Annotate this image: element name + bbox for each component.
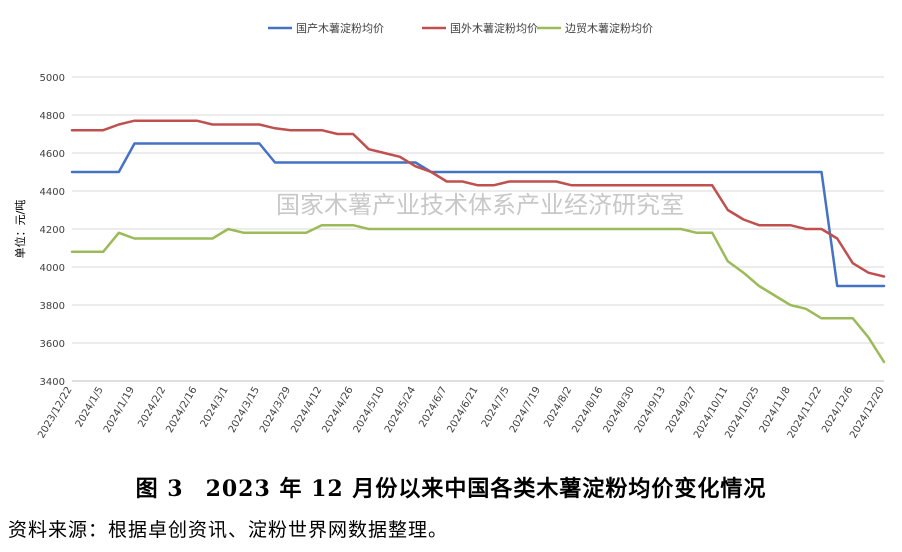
x-tick-label: 2024/12/6 (820, 385, 855, 435)
watermark: 国家木薯产业技术体系产业经济研究室 (276, 191, 684, 219)
x-tick-label: 2024/5/24 (383, 385, 418, 435)
x-tick-label: 2024/8/30 (602, 385, 637, 435)
y-axis-label: 单位：元/吨 (13, 200, 27, 259)
x-tick-label: 2024/8/16 (570, 385, 605, 435)
series-line-2 (70, 119, 886, 278)
chart: 3400 3600 3800 4000 4200 4400 4600 4800 5000 2023… (13, 21, 887, 440)
legend-label-2: 国外木薯淀粉均价 (450, 21, 538, 35)
y-tick-label: 4600 (40, 149, 65, 160)
figure-number: 图 3 (135, 476, 184, 502)
x-tick-label: 2024/3/15 (227, 385, 262, 435)
y-tick-label: 5000 (40, 73, 65, 84)
x-tick-label: 2024/3/29 (258, 385, 293, 435)
y-tick-label: 4800 (40, 111, 65, 122)
y-tick-label: 3600 (40, 339, 65, 350)
legend-label-1: 国产木薯淀粉均价 (296, 21, 384, 35)
x-tick-label: 2024/7/5 (480, 385, 512, 429)
x-tick-label: 2024/2/16 (164, 385, 199, 435)
x-tick-label: 2024/11/22 (786, 385, 824, 440)
x-tick-label: 2024/9/13 (633, 385, 668, 435)
x-tick-label: 2024/3/1 (199, 385, 231, 429)
series-line-1 (70, 142, 886, 288)
source-note: 资料来源：根据卓创资讯、淀粉世界网数据整理。 (8, 519, 449, 541)
y-tick-label: 4000 (40, 263, 65, 274)
x-tick-label: 2024/1/19 (102, 385, 137, 435)
x-tick-label: 2024/6/21 (445, 385, 480, 435)
x-tick-label: 2024/2/2 (136, 385, 168, 429)
x-tick-label: 2024/10/25 (723, 385, 761, 440)
figure-caption: 图 3 2023 年 12 月份以来中国各类木薯淀粉均价变化情况 (0, 471, 902, 503)
x-tick-label: 2024/4/26 (321, 385, 356, 435)
x-tick-label: 2024/6/7 (417, 385, 449, 429)
y-tick-label: 4200 (40, 225, 65, 236)
y-tick-label: 4400 (40, 187, 65, 198)
x-tick-label: 2024/8/2 (542, 385, 574, 429)
x-tick-label: 2024/9/27 (664, 385, 699, 435)
y-tick-label: 3400 (40, 377, 65, 388)
x-tick-label: 2024/11/8 (758, 385, 793, 435)
x-tick-label: 2024/1/5 (74, 385, 106, 429)
x-tick-label: 2024/12/20 (848, 385, 886, 440)
x-tick-label: 2024/7/19 (508, 385, 543, 435)
x-tick-label: 2023/12/22 (36, 385, 74, 440)
series-line-3 (70, 223, 886, 364)
x-tick-label: 2024/4/12 (289, 385, 324, 435)
figure-title: 2023 年 12 月份以来中国各类木薯淀粉均价变化情况 (205, 476, 767, 502)
line-chart: 3400 3600 3800 4000 4200 4400 4600 4800 5000 2023… (13, 21, 887, 440)
x-tick-label: 2024/5/10 (352, 385, 387, 435)
legend-label-3: 边贸木薯淀粉均价 (565, 21, 653, 35)
y-tick-label: 3800 (40, 301, 65, 312)
